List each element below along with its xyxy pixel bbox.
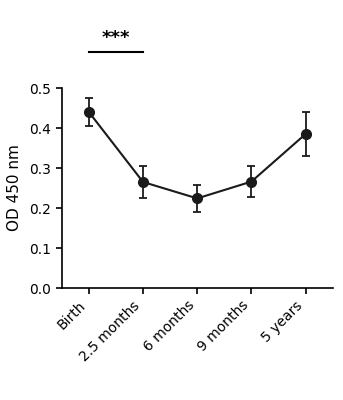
Text: ***: *** xyxy=(102,29,130,47)
Y-axis label: OD 450 nm: OD 450 nm xyxy=(8,144,22,232)
